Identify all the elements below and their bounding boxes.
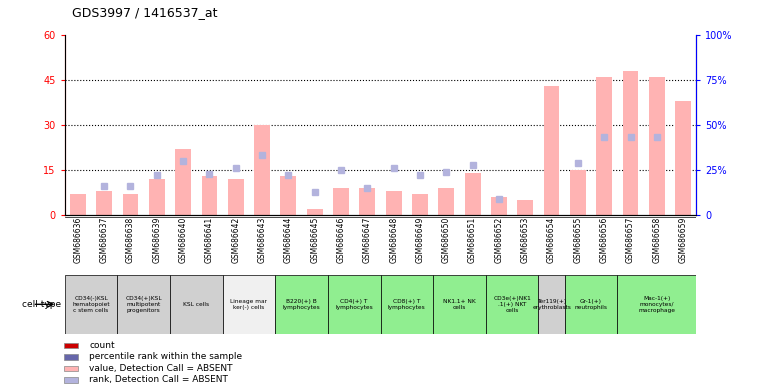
Text: GSM686655: GSM686655 <box>573 217 582 263</box>
Bar <box>117 275 170 334</box>
Bar <box>543 86 559 215</box>
Text: GSM686637: GSM686637 <box>100 217 109 263</box>
Bar <box>123 194 139 215</box>
Bar <box>412 194 428 215</box>
Text: Mac-1(+)
monocytes/
macrophage: Mac-1(+) monocytes/ macrophage <box>638 296 675 313</box>
Text: CD34(+)KSL
multipotent
progenitors: CD34(+)KSL multipotent progenitors <box>126 296 162 313</box>
Bar <box>649 77 665 215</box>
Bar <box>64 343 78 348</box>
Bar <box>675 101 691 215</box>
Bar <box>359 188 375 215</box>
Text: percentile rank within the sample: percentile rank within the sample <box>90 352 243 361</box>
Text: GSM686652: GSM686652 <box>495 217 504 263</box>
Bar <box>380 275 433 334</box>
Text: NK1.1+ NK
cells: NK1.1+ NK cells <box>443 299 476 310</box>
Bar <box>438 188 454 215</box>
Text: cell type: cell type <box>22 300 61 309</box>
Bar <box>65 275 117 334</box>
Bar <box>64 366 78 371</box>
Text: GSM686650: GSM686650 <box>442 217 451 263</box>
Text: GSM686645: GSM686645 <box>310 217 319 263</box>
Text: CD8(+) T
lymphocytes: CD8(+) T lymphocytes <box>388 299 425 310</box>
Bar <box>622 71 638 215</box>
Bar <box>517 200 533 215</box>
Bar <box>539 275 565 334</box>
Text: GSM686653: GSM686653 <box>521 217 530 263</box>
Bar <box>254 125 270 215</box>
Bar <box>202 176 218 215</box>
Text: value, Detection Call = ABSENT: value, Detection Call = ABSENT <box>90 364 233 373</box>
Bar <box>465 173 480 215</box>
Bar <box>486 275 539 334</box>
Bar <box>386 191 402 215</box>
Text: GSM686642: GSM686642 <box>231 217 240 263</box>
Bar <box>597 77 612 215</box>
Text: GSM686657: GSM686657 <box>626 217 635 263</box>
Bar <box>333 188 349 215</box>
Text: GSM686648: GSM686648 <box>389 217 398 263</box>
Bar <box>570 170 586 215</box>
Text: CD4(+) T
lymphocytes: CD4(+) T lymphocytes <box>336 299 373 310</box>
Text: GSM686644: GSM686644 <box>284 217 293 263</box>
Text: GSM686656: GSM686656 <box>600 217 609 263</box>
Text: CD3e(+)NK1
.1(+) NKT
cells: CD3e(+)NK1 .1(+) NKT cells <box>493 296 531 313</box>
Text: GSM686659: GSM686659 <box>679 217 688 263</box>
Text: Ter119(+)
erythroblasts: Ter119(+) erythroblasts <box>532 299 571 310</box>
Bar <box>307 209 323 215</box>
Text: GSM686649: GSM686649 <box>416 217 425 263</box>
Text: GSM686643: GSM686643 <box>257 217 266 263</box>
Bar <box>491 197 507 215</box>
Text: GSM686654: GSM686654 <box>547 217 556 263</box>
Text: GSM686651: GSM686651 <box>468 217 477 263</box>
Text: GSM686641: GSM686641 <box>205 217 214 263</box>
Bar <box>64 377 78 382</box>
Bar <box>328 275 380 334</box>
Bar <box>96 191 112 215</box>
Bar <box>565 275 617 334</box>
Text: GSM686636: GSM686636 <box>73 217 82 263</box>
Bar <box>275 275 328 334</box>
Bar <box>433 275 486 334</box>
Text: GSM686658: GSM686658 <box>652 217 661 263</box>
Bar <box>170 275 223 334</box>
Bar <box>64 354 78 359</box>
Bar <box>175 149 191 215</box>
Text: rank, Detection Call = ABSENT: rank, Detection Call = ABSENT <box>90 375 228 384</box>
Text: GSM686638: GSM686638 <box>126 217 135 263</box>
Text: GSM686646: GSM686646 <box>336 217 345 263</box>
Bar <box>70 194 86 215</box>
Bar <box>149 179 164 215</box>
Bar <box>281 176 296 215</box>
Text: GDS3997 / 1416537_at: GDS3997 / 1416537_at <box>72 6 218 19</box>
Text: CD34(-)KSL
hematopoiet
c stem cells: CD34(-)KSL hematopoiet c stem cells <box>72 296 110 313</box>
Text: count: count <box>90 341 115 350</box>
Text: KSL cells: KSL cells <box>183 302 209 307</box>
Text: B220(+) B
lymphocytes: B220(+) B lymphocytes <box>282 299 320 310</box>
Bar <box>228 179 244 215</box>
Text: Gr-1(+)
neutrophils: Gr-1(+) neutrophils <box>575 299 607 310</box>
Text: GSM686639: GSM686639 <box>152 217 161 263</box>
Text: GSM686647: GSM686647 <box>363 217 372 263</box>
Bar <box>223 275 275 334</box>
Text: Lineage mar
ker(-) cells: Lineage mar ker(-) cells <box>231 299 267 310</box>
Text: GSM686640: GSM686640 <box>179 217 188 263</box>
Bar <box>617 275 696 334</box>
